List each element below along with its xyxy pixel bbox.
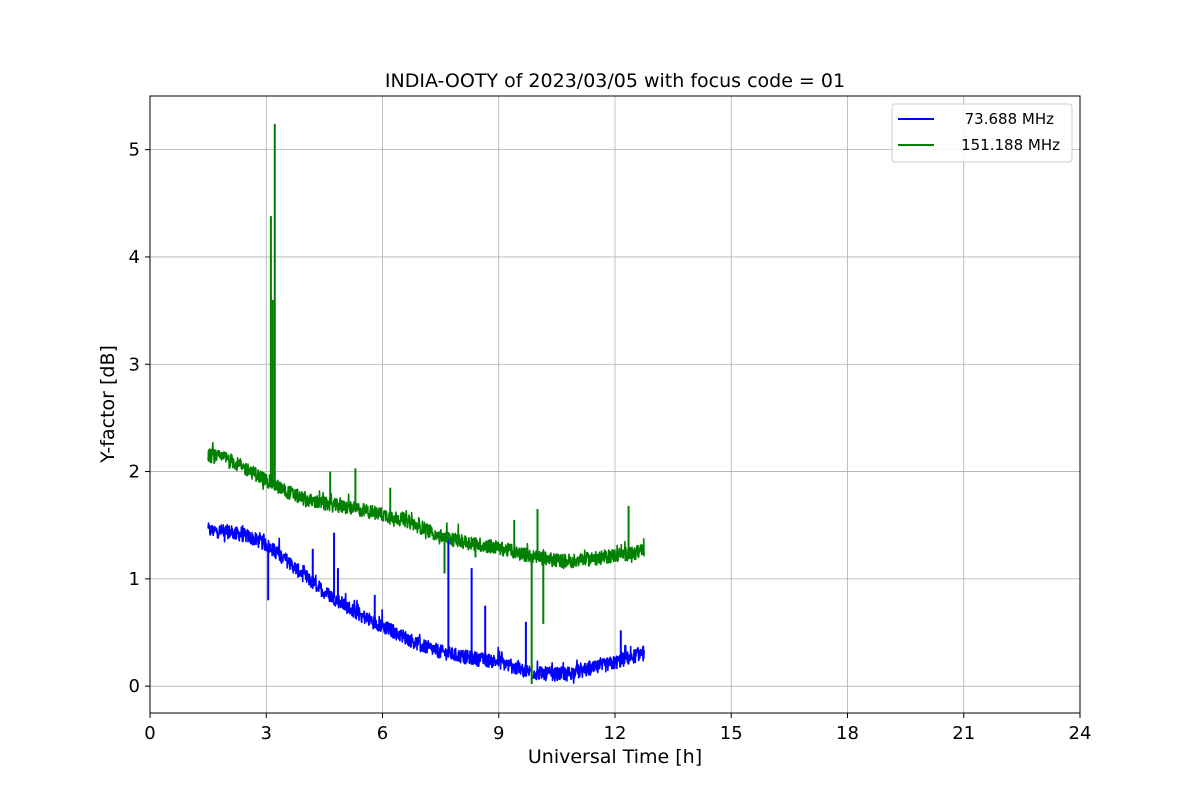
chart-title: INDIA-OOTY of 2023/03/05 with focus code… [385, 70, 845, 92]
y-tick-label: 5 [129, 140, 140, 161]
x-axis-label: Universal Time [h] [528, 746, 702, 768]
series-layer [207, 123, 645, 685]
y-axis-label: Y-factor [dB] [97, 345, 119, 464]
y-tick-label: 2 [129, 462, 140, 483]
y-tick-label: 0 [129, 676, 140, 697]
x-tick-label: 0 [144, 723, 155, 744]
series-line-151mhz [207, 441, 645, 570]
legend-box [891, 103, 1073, 163]
x-tick-label: 15 [720, 723, 743, 744]
x-tick-label: 6 [377, 723, 388, 744]
legend: 73.688 MHz 151.188 MHz [891, 103, 1073, 163]
x-tick-label: 12 [604, 723, 627, 744]
legend-label-73mhz: 73.688 MHz [965, 110, 1054, 128]
x-tick-label: 18 [836, 723, 859, 744]
grid-lines [149, 96, 1081, 713]
y-tick-label: 3 [129, 354, 140, 375]
y-tick-label: 4 [129, 247, 140, 268]
x-tick-label: 24 [1069, 723, 1092, 744]
series-line-73mhz [207, 522, 645, 684]
x-tick-label: 9 [493, 723, 504, 744]
x-tick-label: 3 [261, 723, 272, 744]
x-tick-label: 21 [952, 723, 975, 744]
y-tick-label: 1 [129, 569, 140, 590]
legend-label-151mhz: 151.188 MHz [961, 136, 1060, 154]
